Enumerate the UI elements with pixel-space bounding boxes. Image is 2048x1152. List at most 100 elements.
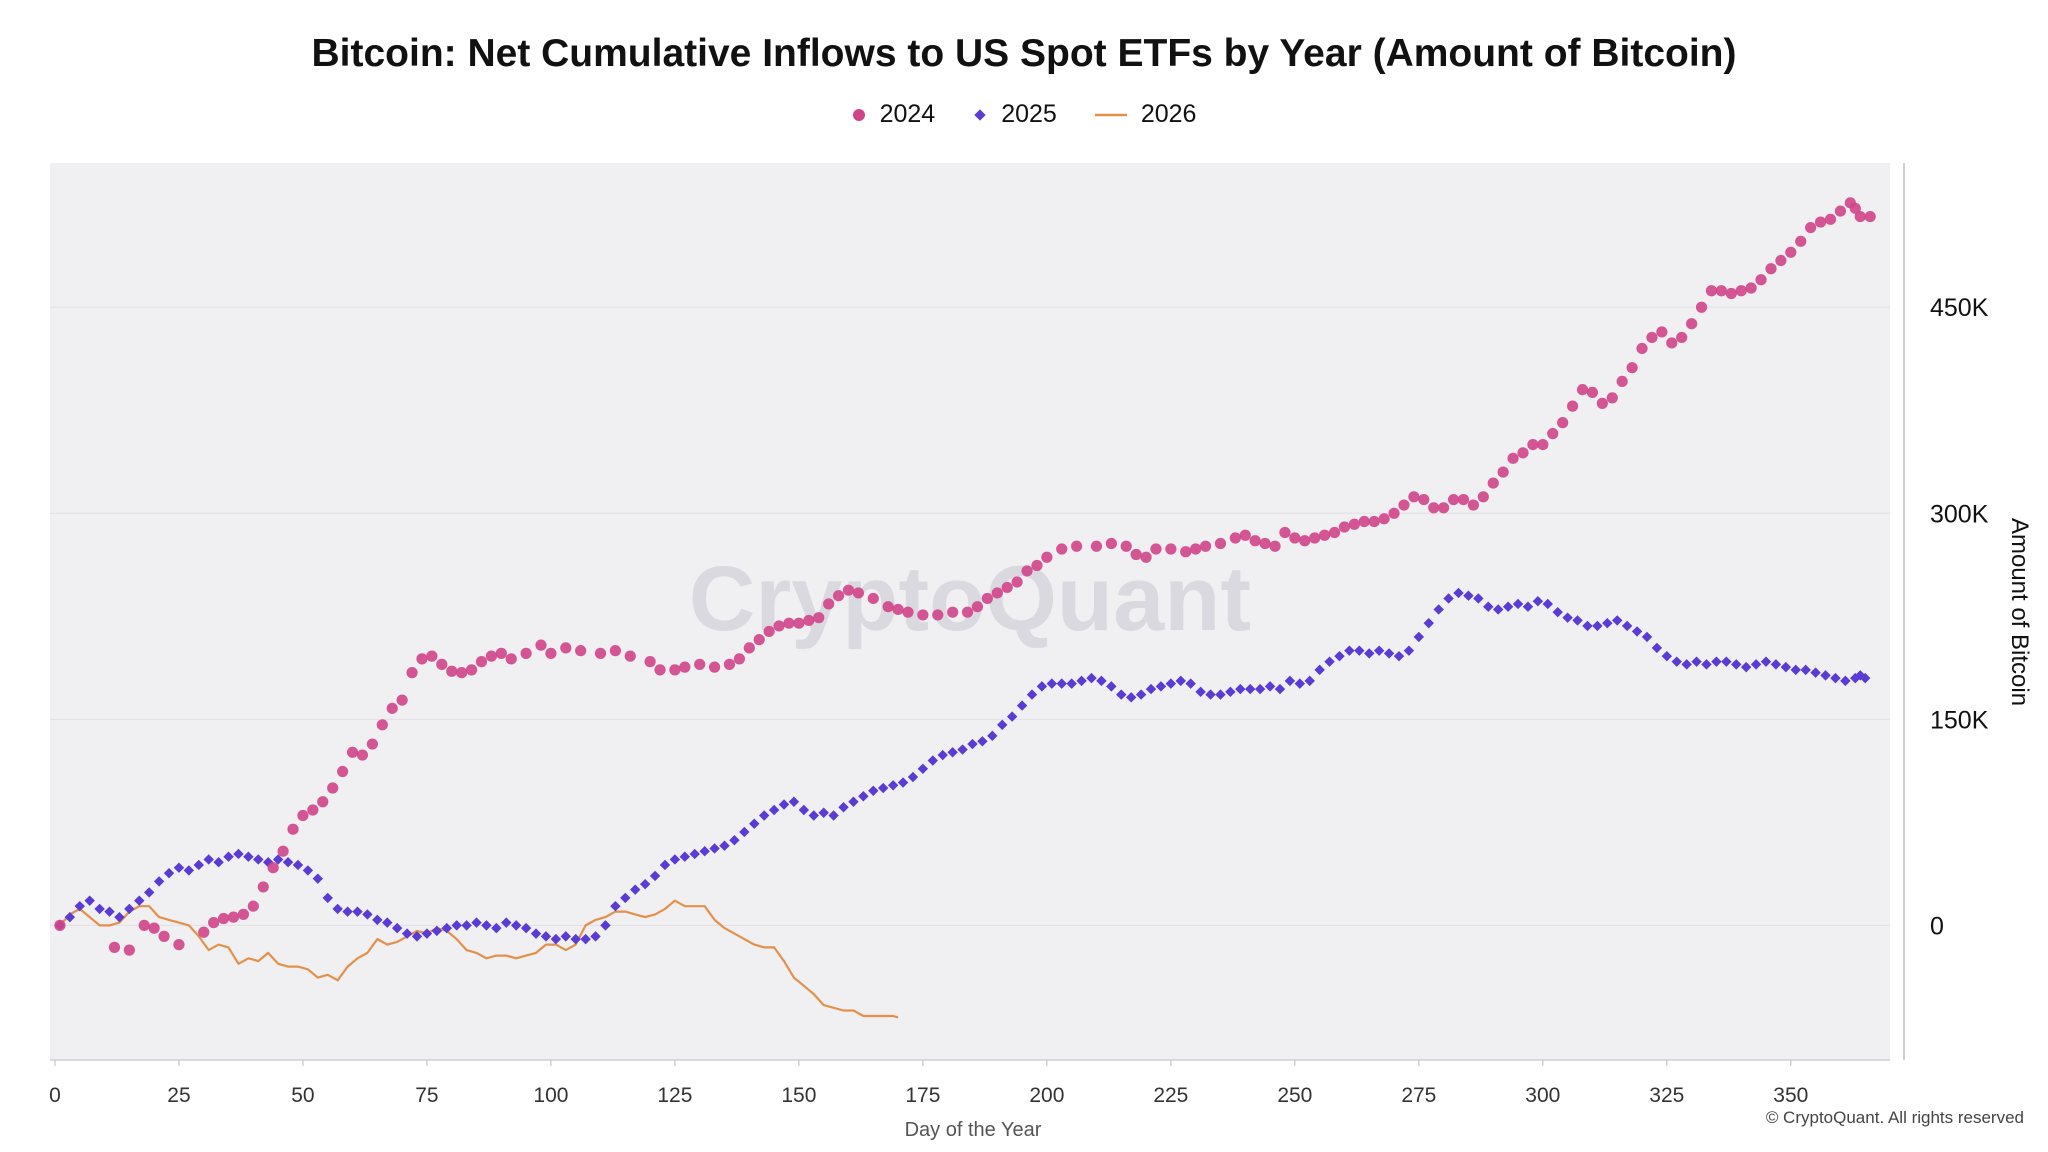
data-point-2025 bbox=[391, 922, 403, 934]
data-point-2024 bbox=[1398, 499, 1410, 511]
data-point-2025 bbox=[1483, 601, 1494, 612]
data-point-2025 bbox=[788, 796, 800, 807]
data-point-2025 bbox=[491, 922, 502, 934]
data-point-2025 bbox=[312, 873, 324, 884]
data-point-2024 bbox=[1289, 532, 1301, 544]
data-point-2024 bbox=[753, 634, 765, 646]
data-point-2024 bbox=[1249, 535, 1261, 547]
data-point-2025 bbox=[501, 917, 512, 928]
y-tick-label: 150K bbox=[1930, 706, 1989, 734]
data-point-2025 bbox=[1066, 678, 1077, 689]
data-point-2025 bbox=[639, 878, 651, 890]
data-point-2025 bbox=[1661, 650, 1673, 662]
legend-label-2024: 2024 bbox=[879, 100, 936, 128]
data-point-2025 bbox=[510, 920, 522, 931]
data-point-2024 bbox=[1021, 565, 1033, 577]
data-point-2025 bbox=[1830, 672, 1841, 684]
legend-line-marker-icon bbox=[1094, 113, 1127, 116]
data-point-2024 bbox=[1725, 287, 1737, 300]
data-point-2024 bbox=[1537, 439, 1549, 451]
data-point-2024 bbox=[1150, 543, 1162, 555]
x-tick-label: 100 bbox=[533, 1084, 568, 1107]
data-point-2025 bbox=[1215, 689, 1226, 700]
x-tick-label: 75 bbox=[415, 1084, 438, 1107]
x-tick-label: 150 bbox=[781, 1084, 816, 1107]
data-point-2024 bbox=[1497, 466, 1509, 478]
data-point-2024 bbox=[1547, 428, 1559, 440]
data-point-2024 bbox=[208, 917, 220, 929]
data-point-2025 bbox=[669, 854, 681, 865]
data-point-2024 bbox=[1755, 274, 1767, 286]
data-point-2024 bbox=[1586, 386, 1599, 399]
data-point-2025 bbox=[540, 931, 552, 942]
data-point-2024 bbox=[1105, 537, 1117, 550]
x-tick-label: 175 bbox=[905, 1084, 940, 1107]
data-point-2025 bbox=[1562, 612, 1573, 623]
data-point-2025 bbox=[173, 862, 185, 873]
data-point-2024 bbox=[1140, 551, 1152, 563]
data-point-2025 bbox=[1740, 661, 1752, 673]
data-point-2025 bbox=[709, 843, 720, 854]
data-point-2024 bbox=[1199, 540, 1212, 552]
data-point-2025 bbox=[1334, 650, 1345, 662]
chart-legend: 2024 2025 2026 bbox=[0, 100, 2048, 129]
data-point-2025 bbox=[719, 840, 730, 851]
y-tick-label: 450K bbox=[1930, 294, 1989, 322]
data-point-2025 bbox=[838, 802, 849, 813]
data-point-2024 bbox=[624, 650, 636, 662]
data-point-2024 bbox=[1656, 326, 1668, 338]
data-point-2024 bbox=[505, 653, 517, 665]
data-point-2024 bbox=[257, 881, 269, 893]
data-point-2025 bbox=[322, 892, 333, 904]
data-point-2024 bbox=[1229, 532, 1241, 544]
data-point-2024 bbox=[654, 664, 666, 676]
data-point-2025 bbox=[431, 925, 443, 937]
data-point-2025 bbox=[1671, 656, 1682, 667]
legend-item-2026[interactable]: 2026 bbox=[1094, 100, 1196, 129]
data-point-2025 bbox=[481, 920, 492, 931]
data-point-2025 bbox=[94, 903, 105, 915]
data-point-2025 bbox=[451, 920, 462, 931]
data-point-2024 bbox=[337, 765, 349, 778]
data-point-2024 bbox=[1418, 493, 1430, 506]
data-point-2024 bbox=[1299, 535, 1311, 547]
data-point-2025 bbox=[183, 865, 195, 876]
data-point-2025 bbox=[1354, 645, 1365, 656]
data-point-2024 bbox=[1527, 439, 1539, 451]
legend-label-2025: 2025 bbox=[1001, 100, 1057, 128]
data-point-2025 bbox=[679, 851, 691, 862]
data-point-2024 bbox=[1745, 282, 1757, 294]
data-point-2024 bbox=[1626, 362, 1638, 374]
data-point-2024 bbox=[1507, 452, 1519, 464]
data-point-2025 bbox=[1165, 678, 1177, 689]
data-point-2025 bbox=[263, 856, 274, 868]
legend-item-2024[interactable]: 2024 bbox=[852, 100, 936, 129]
data-point-2024 bbox=[708, 661, 721, 673]
data-point-2024 bbox=[932, 609, 944, 621]
data-point-2024 bbox=[1805, 221, 1817, 234]
data-point-2025 bbox=[1314, 664, 1325, 676]
data-point-2024 bbox=[1834, 205, 1847, 217]
data-point-2025 bbox=[798, 804, 810, 816]
data-point-2024 bbox=[356, 749, 369, 761]
data-point-2025 bbox=[1046, 678, 1058, 689]
data-point-2025 bbox=[1502, 601, 1514, 612]
x-tick-label: 325 bbox=[1649, 1084, 1684, 1107]
data-point-2024 bbox=[1041, 551, 1053, 563]
data-point-2025 bbox=[1800, 664, 1811, 676]
data-point-2024 bbox=[1576, 384, 1589, 396]
data-point-2024 bbox=[1239, 529, 1251, 541]
data-point-2025 bbox=[739, 826, 750, 838]
data-point-2025 bbox=[1155, 681, 1167, 692]
data-point-2025 bbox=[997, 719, 1008, 731]
data-point-2025 bbox=[729, 835, 740, 846]
data-point-2024 bbox=[1388, 507, 1400, 519]
data-point-2024 bbox=[679, 661, 691, 673]
data-point-2024 bbox=[1854, 210, 1866, 223]
data-point-2025 bbox=[1185, 678, 1196, 689]
data-point-2025 bbox=[223, 851, 234, 862]
data-point-2024 bbox=[1457, 493, 1470, 506]
data-point-2025 bbox=[372, 914, 383, 926]
data-point-2024 bbox=[1695, 301, 1708, 313]
legend-item-2025[interactable]: 2025 bbox=[973, 100, 1057, 129]
